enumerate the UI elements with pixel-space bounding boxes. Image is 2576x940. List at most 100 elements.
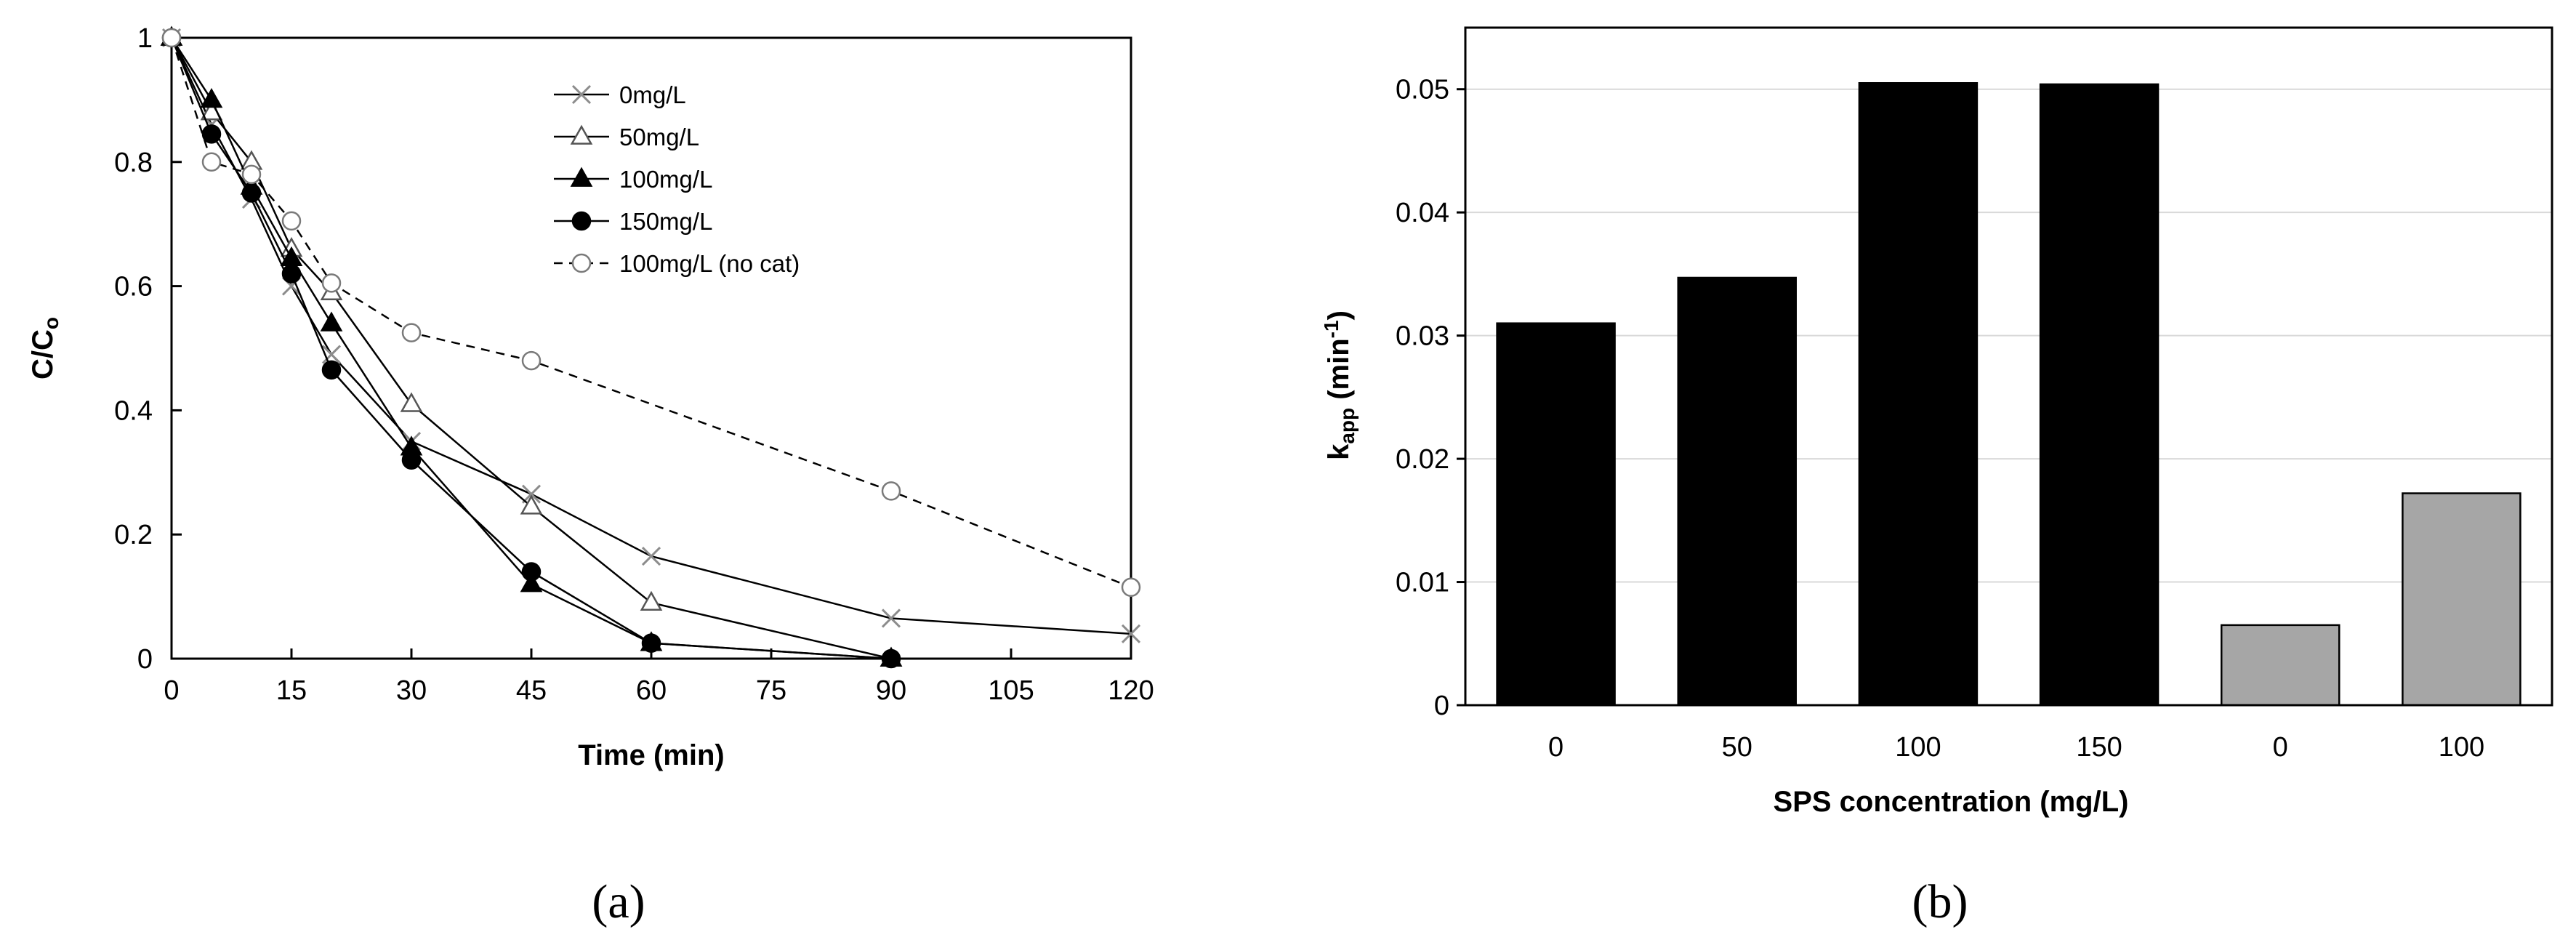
data-point xyxy=(321,273,342,293)
data-point xyxy=(400,392,423,412)
y-tick-label: 0 xyxy=(137,644,153,675)
y-tick-label: 0.03 xyxy=(1396,321,1449,352)
x-tick-label: 105 xyxy=(988,675,1034,706)
data-point xyxy=(881,608,901,628)
y-tick-label: 0.02 xyxy=(1396,444,1449,475)
x-axis-label: SPS concentration (mg/L) xyxy=(1774,786,2129,818)
panel-label-b: (b) xyxy=(1912,875,1968,928)
x-tick-label: 100 xyxy=(2439,732,2484,763)
x-tick-label: 0 xyxy=(164,675,179,706)
bar xyxy=(1496,322,1616,707)
data-point xyxy=(201,124,222,144)
data-point xyxy=(881,648,901,669)
data-point xyxy=(241,183,262,203)
legend-entry: 100mg/L xyxy=(554,166,712,193)
bars xyxy=(1496,82,2521,707)
series-4 xyxy=(161,28,1141,598)
data-point xyxy=(320,311,343,332)
x-tick-label: 90 xyxy=(876,675,906,706)
x-tick-label: 15 xyxy=(276,675,307,706)
data-point xyxy=(571,211,592,231)
bar xyxy=(2221,624,2340,707)
data-point xyxy=(570,166,593,187)
data-series xyxy=(160,25,1141,669)
data-point xyxy=(641,547,661,566)
bar xyxy=(2402,492,2521,707)
data-point xyxy=(201,152,222,172)
panel-b-bar-chart: 0 0.01 0.02 0.03 0.04 0.05 0 50 100 150 0 100 SPS … xyxy=(1320,26,2553,928)
y-axis-ticks: 0 0.2 0.4 0.6 0.8 1 xyxy=(114,23,182,675)
x-tick-label: 120 xyxy=(1108,675,1154,706)
data-point xyxy=(641,633,661,653)
x-tick-label: 60 xyxy=(636,675,667,706)
series-3 xyxy=(161,28,901,669)
series-0 xyxy=(161,28,1141,643)
data-point xyxy=(321,360,342,380)
data-point xyxy=(161,28,182,48)
y-axis-ticks: 0 0.01 0.02 0.03 0.04 0.05 xyxy=(1396,75,1465,721)
data-point xyxy=(520,572,543,592)
y-axis-label-unit: (min xyxy=(1323,338,1355,408)
data-point xyxy=(200,88,223,108)
x-tick-label: 100 xyxy=(1895,732,1941,763)
x-tick-label: 50 xyxy=(1722,732,1752,763)
bar xyxy=(1858,82,1979,707)
panel-a-line-chart: 0 0.2 0.4 0.6 0.8 1 0 15 30 45 60 75 90 105 120 Time … xyxy=(27,23,1154,928)
data-point xyxy=(241,164,262,185)
legend-label: 100mg/L (no cat) xyxy=(619,250,800,277)
legend-label: 100mg/L xyxy=(619,166,712,193)
x-tick-label: 150 xyxy=(2076,732,2122,763)
y-axis-label-sup: -1 xyxy=(1320,320,1343,338)
bar xyxy=(1677,276,1797,707)
data-point xyxy=(321,345,342,364)
grid-lines xyxy=(1465,88,2552,583)
data-point xyxy=(881,481,901,501)
legend-entry: 0mg/L xyxy=(554,81,686,108)
legend-entry: 100mg/L (no cat) xyxy=(554,250,800,277)
data-point xyxy=(401,323,422,342)
series-line xyxy=(170,37,1132,588)
data-point xyxy=(520,494,543,515)
legend-label: 50mg/L xyxy=(619,124,699,150)
x-axis-ticks: 0 50 100 150 0 100 xyxy=(1548,732,2484,763)
y-axis-label: kapp (min-1) xyxy=(1320,310,1359,460)
y-tick-label: 1 xyxy=(137,23,153,54)
data-point xyxy=(1121,577,1141,598)
y-tick-label: 0.6 xyxy=(114,272,153,302)
data-point xyxy=(570,124,593,145)
x-axis-ticks: 0 15 30 45 60 75 90 105 120 xyxy=(164,648,1154,706)
data-point xyxy=(571,253,592,273)
data-point xyxy=(281,211,302,231)
x-tick-label: 0 xyxy=(2273,732,2288,763)
data-point xyxy=(401,450,422,470)
y-tick-label: 0.05 xyxy=(1396,75,1449,105)
y-axis-label-sub: o xyxy=(40,317,63,329)
panel-label-a: (a) xyxy=(592,875,645,928)
data-point xyxy=(1121,624,1141,643)
data-point xyxy=(521,350,542,371)
y-axis-label: C/Co xyxy=(27,317,63,379)
y-tick-label: 0 xyxy=(1434,691,1449,721)
plot-frame xyxy=(1464,26,2553,707)
bar xyxy=(2039,83,2160,707)
y-axis-label-close: ) xyxy=(1323,310,1355,320)
x-tick-label: 30 xyxy=(396,675,427,706)
data-point xyxy=(521,562,542,582)
y-tick-label: 0.01 xyxy=(1396,568,1449,598)
y-tick-label: 0.8 xyxy=(114,148,153,178)
y-tick-label: 0.4 xyxy=(114,395,153,426)
legend-entry: 50mg/L xyxy=(554,124,699,150)
data-point xyxy=(571,84,592,105)
y-axis-label-sub: app xyxy=(1336,408,1359,444)
legend: 0mg/L 50mg/L 100mg/L 150mg/L 100mg/L (no cat… xyxy=(554,81,800,277)
y-axis-label-main: C/C xyxy=(27,329,59,379)
x-tick-label: 0 xyxy=(1548,732,1563,763)
y-axis-label-main: k xyxy=(1323,443,1355,460)
x-tick-label: 75 xyxy=(756,675,786,706)
data-point xyxy=(521,484,542,504)
legend-label: 150mg/L xyxy=(619,208,712,235)
data-point xyxy=(640,590,663,611)
data-point xyxy=(281,264,302,284)
x-tick-label: 45 xyxy=(516,675,547,706)
